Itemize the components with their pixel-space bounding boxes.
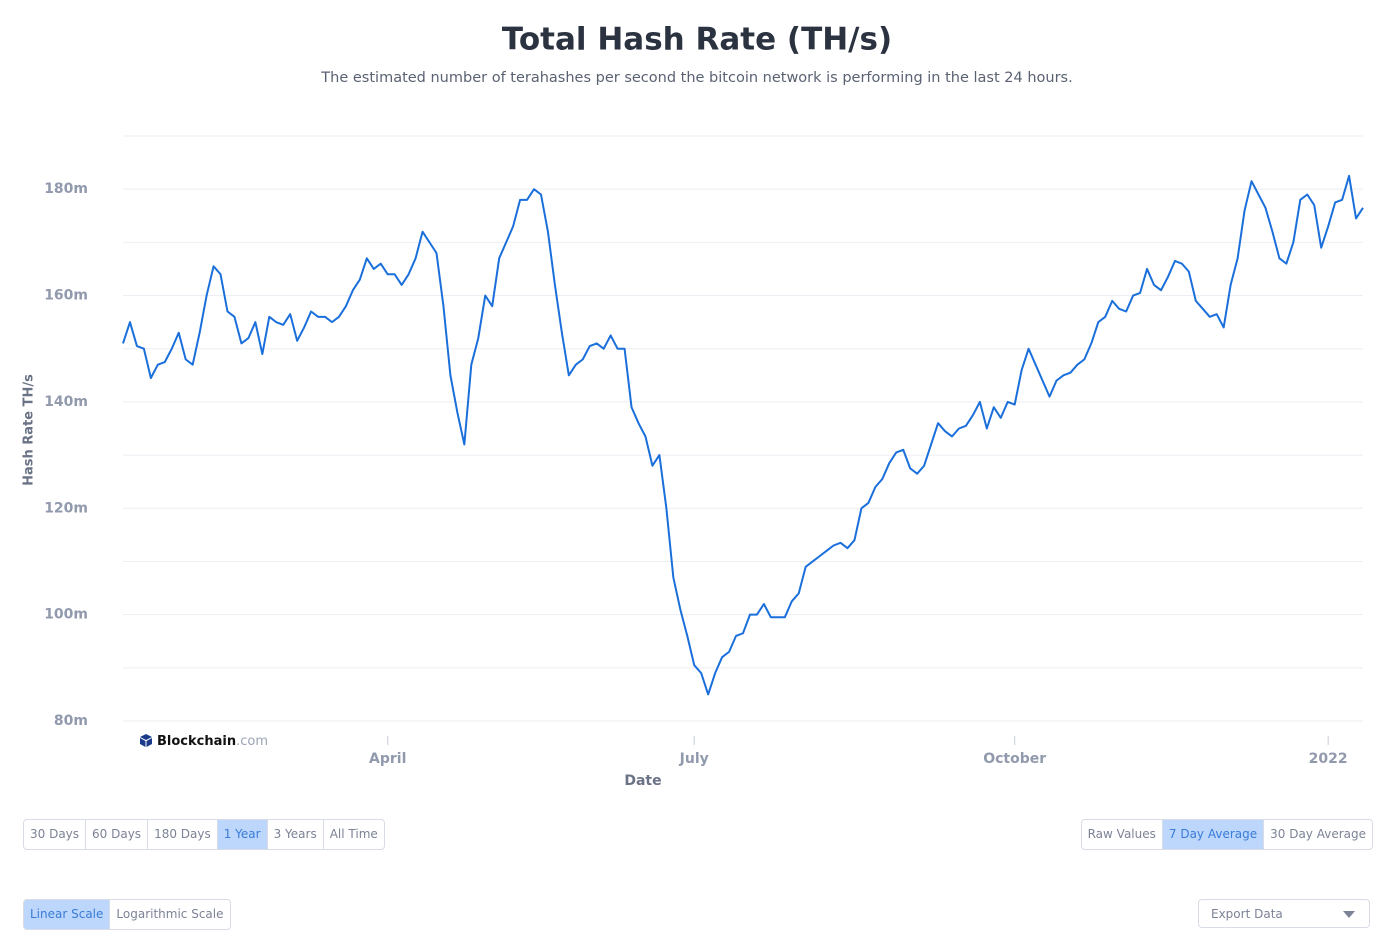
logo-icon (140, 734, 152, 747)
x-tick-label: October (983, 751, 1046, 767)
x-tick-label: 2022 (1309, 751, 1348, 767)
average-button[interactable]: 7 Day Average (1161, 820, 1264, 849)
chart-subtitle: The estimated number of terahashes per s… (320, 70, 1072, 86)
range-button[interactable]: 3 Years (266, 820, 323, 849)
range-button[interactable]: 180 Days (147, 820, 217, 849)
y-tick-label: 140m (44, 394, 88, 410)
line-series (122, 174, 1364, 696)
y-tick-label: 80m (54, 713, 88, 729)
range-button[interactable]: 60 Days (85, 820, 147, 849)
watermark: Blockchain.com (140, 734, 268, 749)
logo-name-text: Blockchain (157, 734, 236, 749)
dropdown-arrow (1343, 911, 1355, 918)
x-tick-label: April (369, 751, 406, 767)
range-buttons: 30 Days 60 Days 180 Days 1 Year 3 Years All T… (23, 819, 385, 850)
x-tick-label: July (679, 751, 709, 767)
y-tick-label: 180m (44, 181, 88, 197)
y-tick-label: 120m (44, 500, 88, 516)
x-axis-label: Date (624, 773, 661, 789)
scale-buttons: Linear Scale Logarithmic Scale (23, 899, 231, 930)
scale-button[interactable]: Linear Scale (24, 900, 110, 929)
logo-suffix: .com (236, 734, 268, 749)
y-axis-label: Hash Rate TH/s (22, 374, 37, 486)
y-tick-label: 160m (44, 288, 88, 304)
average-button[interactable]: Raw Values (1087, 827, 1156, 841)
chart: Total Hash Rate (TH/s) The estimated num… (22, 22, 1364, 789)
average-buttons: Raw Values 7 Day Average 30 Day Average (1080, 819, 1373, 850)
range-button[interactable]: All Time (322, 820, 384, 849)
average-button[interactable]: 30 Day Average (1263, 820, 1372, 849)
range-button[interactable]: 1 Year (216, 820, 267, 849)
scale-button[interactable]: Logarithmic Scale (109, 900, 229, 929)
export-dropdown[interactable]: Export Data (1198, 899, 1370, 928)
chart-title: Total Hash Rate (TH/s) (502, 22, 892, 58)
export-label: Export Data (1211, 907, 1283, 921)
range-button[interactable]: 30 Days (30, 827, 80, 841)
y-tick-label: 100m (44, 607, 88, 623)
logo-name: Blockchain.com (157, 734, 268, 749)
